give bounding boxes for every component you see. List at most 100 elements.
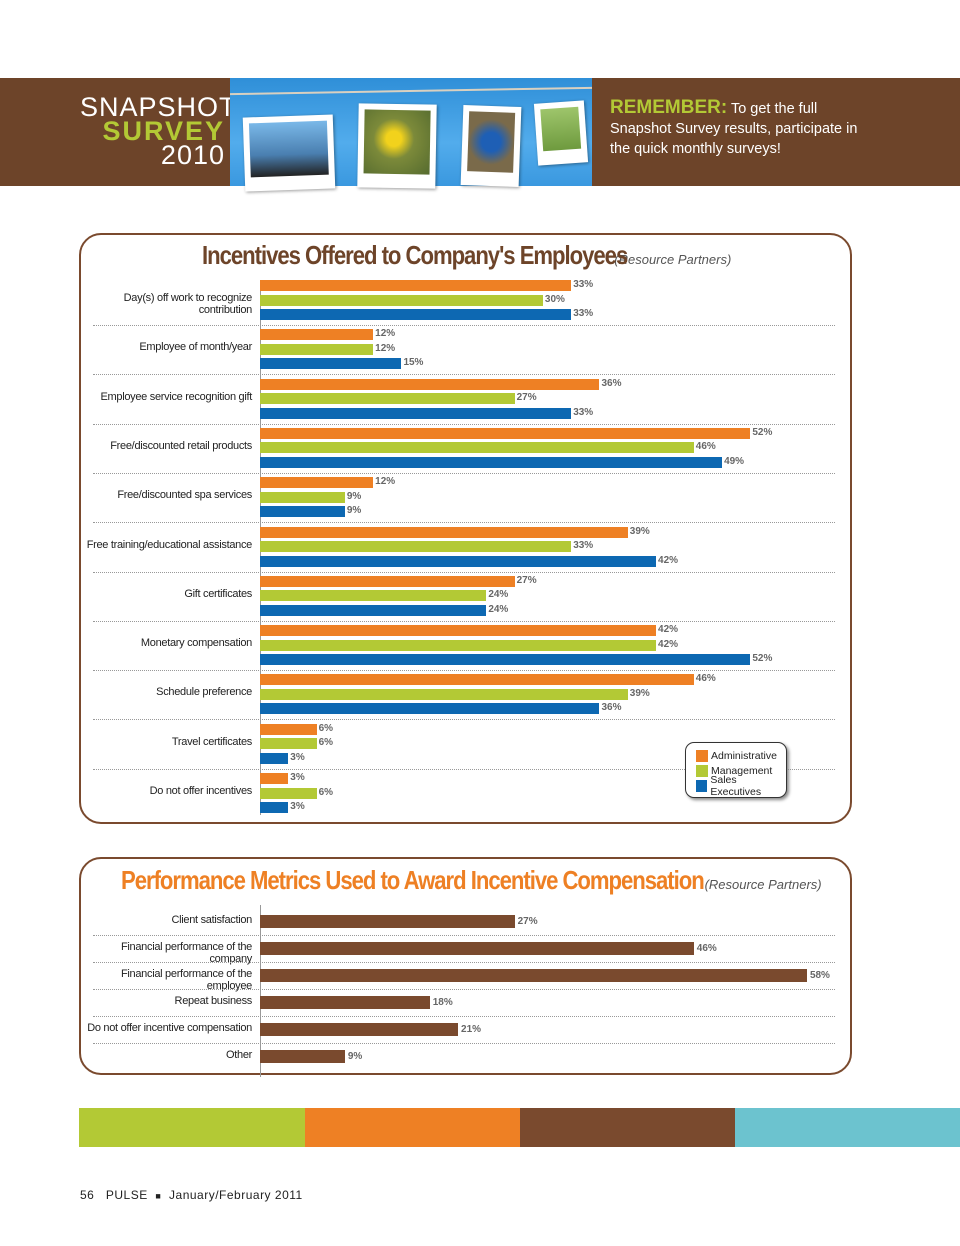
bar-administrative bbox=[260, 575, 515, 587]
data-label: 12% bbox=[375, 476, 396, 488]
data-label: 33% bbox=[573, 279, 594, 290]
year-title: 2010 bbox=[160, 140, 225, 170]
data-label: 15% bbox=[403, 357, 424, 369]
bar-metric bbox=[260, 1050, 345, 1063]
legend-swatch bbox=[696, 764, 708, 777]
category-label: Other bbox=[225, 1049, 252, 1061]
legend-item-administrative: Administrative bbox=[696, 748, 786, 763]
data-label: 12% bbox=[375, 328, 396, 340]
data-label: 36% bbox=[601, 702, 622, 714]
data-label: 46% bbox=[696, 943, 717, 954]
legend-label: Management bbox=[711, 764, 773, 777]
y-axis bbox=[260, 905, 261, 1077]
bar-sales-executives bbox=[260, 456, 723, 468]
data-label: 30% bbox=[544, 293, 565, 305]
category-label: Day(s) off work to recognize contributio… bbox=[123, 292, 253, 316]
issue-date: January/February 2011 bbox=[169, 1188, 303, 1202]
remember-label: REMEMBER: bbox=[610, 97, 728, 118]
chart-subtitle: (Resource Partners) bbox=[614, 252, 732, 267]
category-label: Employee of month/year bbox=[139, 341, 252, 354]
category-label: Gift certificates bbox=[184, 587, 252, 600]
bar-sales-executives bbox=[260, 703, 600, 715]
legend-item-sales: Sales Executives bbox=[696, 774, 786, 798]
page-footer: 56 PULSE ■ January/February 2011 bbox=[80, 1188, 303, 1202]
bar-sales-executives bbox=[260, 802, 289, 813]
bar-management bbox=[260, 787, 317, 799]
bar-metric bbox=[260, 915, 515, 928]
category-label: Free training/educational assistance bbox=[86, 538, 253, 551]
bar-metric bbox=[260, 996, 430, 1009]
data-label: 6% bbox=[318, 722, 334, 734]
data-label: 24% bbox=[488, 603, 509, 615]
data-label: 42% bbox=[658, 554, 679, 566]
data-label: 33% bbox=[573, 540, 594, 551]
data-label: 49% bbox=[724, 455, 745, 467]
bar-administrative bbox=[260, 674, 694, 686]
bar-management bbox=[260, 491, 345, 503]
row-separator bbox=[93, 962, 835, 963]
data-label: 46% bbox=[695, 441, 716, 453]
data-label: 58% bbox=[809, 970, 830, 981]
row-separator bbox=[93, 325, 835, 326]
page-number: 56 bbox=[80, 1188, 95, 1202]
header-photo-collage bbox=[230, 78, 592, 192]
data-label: 42% bbox=[658, 638, 679, 650]
category-label: Repeat business bbox=[174, 995, 253, 1007]
row-separator bbox=[93, 571, 835, 573]
data-label: 12% bbox=[375, 342, 396, 354]
row-separator bbox=[93, 989, 835, 990]
remember-note: REMEMBER: To get the full Snapshot Surve… bbox=[610, 98, 860, 159]
bullet-icon: ■ bbox=[155, 1191, 162, 1201]
chart-title-text: Performance Metrics Used to Award Incent… bbox=[121, 865, 705, 895]
bar-management bbox=[260, 393, 515, 405]
footer-strip-green bbox=[79, 1108, 305, 1147]
row-separator bbox=[93, 423, 835, 425]
data-label: 46% bbox=[695, 673, 716, 685]
bar-sales-executives bbox=[260, 752, 289, 764]
legend-label: Sales Executives bbox=[710, 773, 762, 798]
data-label: 6% bbox=[318, 737, 334, 749]
category-label: Free/discounted retail products bbox=[110, 439, 252, 452]
category-label: Employee service recognition gift bbox=[100, 390, 252, 403]
bar-management bbox=[260, 294, 543, 306]
row-separator bbox=[93, 620, 835, 622]
bar-administrative bbox=[260, 526, 628, 538]
bar-sales-executives bbox=[260, 604, 487, 616]
data-label: 3% bbox=[290, 801, 305, 812]
data-label: 6% bbox=[318, 786, 334, 798]
magazine-name: PULSE bbox=[105, 1188, 148, 1202]
data-label: 33% bbox=[573, 308, 594, 319]
row-separator bbox=[93, 719, 835, 721]
data-label: 42% bbox=[658, 624, 679, 636]
category-label: Schedule preference bbox=[156, 686, 252, 699]
data-label: 24% bbox=[488, 589, 509, 601]
snapshot-title: SNAPSHOT bbox=[80, 92, 237, 122]
metrics-chart-panel bbox=[79, 857, 852, 1075]
data-label: 27% bbox=[517, 916, 538, 927]
data-label: 3% bbox=[290, 772, 305, 783]
bar-administrative bbox=[260, 625, 657, 637]
bar-sales-executives bbox=[260, 407, 572, 419]
data-label: 27% bbox=[516, 392, 537, 404]
category-label: Free/discounted spa services bbox=[117, 489, 252, 502]
chart-subtitle: (Resource Partners) bbox=[704, 877, 822, 892]
bar-sales-executives bbox=[260, 358, 402, 370]
row-separator bbox=[93, 472, 835, 474]
data-label: 36% bbox=[601, 377, 622, 389]
bar-administrative bbox=[260, 477, 374, 489]
row-separator bbox=[93, 522, 835, 524]
row-separator bbox=[93, 374, 835, 376]
footer-strip-brown bbox=[520, 1108, 735, 1147]
metrics-chart-title: Performance Metrics Used to Award Incent… bbox=[121, 865, 822, 896]
data-label: 33% bbox=[573, 406, 594, 418]
bar-metric bbox=[260, 1023, 459, 1036]
category-label: Monetary compensation bbox=[140, 637, 252, 650]
data-label: 27% bbox=[516, 574, 537, 586]
bar-metric bbox=[260, 969, 807, 982]
legend-label: Administrative bbox=[711, 749, 777, 762]
category-label: Travel certificates bbox=[171, 735, 252, 748]
bar-administrative bbox=[260, 378, 600, 390]
row-separator bbox=[93, 768, 835, 770]
row-separator bbox=[93, 1043, 835, 1044]
bar-sales-executives bbox=[260, 309, 572, 320]
